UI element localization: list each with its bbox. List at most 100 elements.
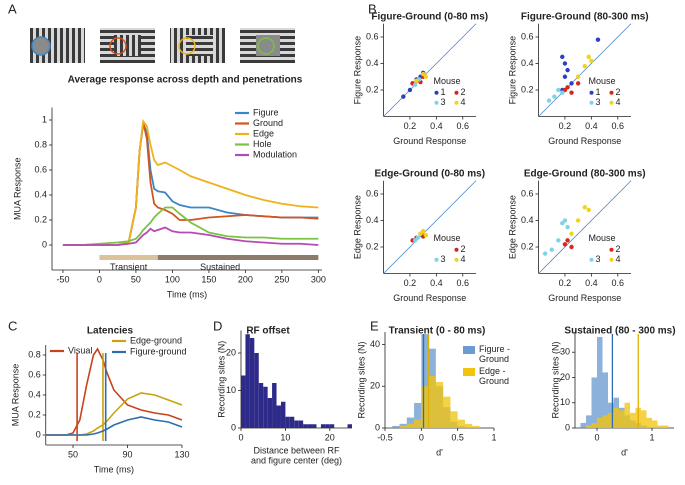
- legend-title: Mouse: [589, 233, 616, 243]
- point: [569, 244, 574, 250]
- histogram-bar: [303, 424, 308, 428]
- y-tick-label: 10: [226, 385, 236, 395]
- legend-line: Figure -: [479, 344, 513, 354]
- point: [546, 98, 552, 103]
- legend-marker: [454, 247, 459, 252]
- histogram-bar: [421, 334, 429, 428]
- point: [565, 224, 570, 230]
- histogram-bar: [602, 415, 608, 428]
- legend-label: 4: [616, 254, 621, 264]
- chart-line: 50 90 130 0 0.2 0.4 0.6 0.8 Latencies Time (ms) MU…: [10, 326, 189, 475]
- histogram-bar: [580, 422, 586, 428]
- point: [414, 78, 419, 83]
- point: [562, 242, 568, 247]
- point: [565, 85, 570, 90]
- series-line: [62, 122, 319, 246]
- legend-marker: [434, 257, 439, 262]
- legend-marker: [434, 90, 439, 95]
- y-tick-label: 1: [42, 114, 47, 124]
- x-tick-label: 50: [131, 274, 141, 284]
- chart-title: Transient (0 - 80 ms): [389, 326, 486, 337]
- histogram-bar: [263, 386, 268, 428]
- identity-line: [538, 180, 632, 274]
- x-tick-label: 0.4: [430, 121, 443, 131]
- histogram-bar: [307, 424, 313, 428]
- y-tick-label: 0: [231, 422, 236, 432]
- y-tick-label: 0: [375, 422, 380, 432]
- legend-label: Modulation: [253, 149, 297, 159]
- x-tick-label: 0.6: [457, 278, 470, 288]
- y-tick-label: 0: [36, 429, 41, 439]
- legend-label: 1: [596, 87, 601, 97]
- histogram-bar: [280, 401, 286, 428]
- y-tick-label: 0.4: [366, 58, 379, 68]
- series-line: [45, 416, 183, 436]
- histogram-bar: [597, 337, 603, 428]
- point: [582, 63, 587, 69]
- histogram-bar: [414, 419, 422, 428]
- rf-circle: [257, 37, 275, 55]
- legend-line: Ground: [479, 376, 509, 386]
- histogram-bar: [428, 375, 436, 428]
- point: [565, 238, 570, 243]
- series-line: [45, 347, 183, 436]
- legend-marker: [454, 100, 459, 105]
- point: [575, 81, 581, 86]
- legend-marker: [589, 100, 594, 105]
- y-tick-label: 0.4: [28, 389, 41, 399]
- histogram-bar: [657, 425, 663, 428]
- histogram-bar: [254, 353, 259, 428]
- x-tick-label: 50: [68, 449, 78, 459]
- point: [420, 228, 426, 234]
- histogram-bar: [472, 425, 480, 428]
- chart-scatter: 0.2 0.4 0.6 0.2 0.4 0.6 Edge-Ground (0-80 ms) G…: [352, 169, 485, 303]
- chart-line: -50 0 50 100 150 200 250 300 0 0.2 0.4 0.6 0.8 1 Avera…: [12, 75, 325, 300]
- histogram-bar: [406, 417, 415, 428]
- y-tick-label: 0.2: [366, 241, 379, 251]
- y-tick-label: 0.4: [521, 58, 534, 68]
- x-tick-label: 0: [419, 432, 424, 442]
- point: [556, 87, 561, 93]
- point: [586, 207, 591, 213]
- histogram-bar: [414, 402, 422, 428]
- y-tick-label: 20: [226, 347, 236, 357]
- x-tick-label: -0.5: [377, 432, 393, 442]
- legend-label: 2: [616, 244, 621, 254]
- point: [415, 235, 421, 240]
- stimuli: [30, 28, 295, 63]
- histogram-bar: [245, 334, 250, 428]
- histogram-bar: [241, 375, 246, 428]
- point: [595, 37, 601, 42]
- x-tick-label: 250: [274, 274, 289, 284]
- point: [562, 218, 568, 223]
- y-axis-label: Recording sites (N): [216, 341, 226, 418]
- legend-title: Mouse: [434, 76, 461, 86]
- legend-label: 3: [441, 97, 446, 107]
- y-tick-label: 20: [560, 372, 570, 382]
- legend-label: Visual: [68, 345, 92, 355]
- legend-marker: [589, 90, 594, 95]
- histogram-bar: [641, 410, 647, 428]
- chart-title: RF offset: [246, 326, 290, 337]
- legend-title: Mouse: [589, 76, 616, 86]
- y-axis-label: Recording sites (N): [356, 341, 366, 418]
- chart-title: Latencies: [87, 326, 134, 337]
- histogram-bar: [646, 417, 652, 428]
- point: [542, 251, 548, 256]
- y-axis-label: MUA Response: [10, 364, 20, 427]
- histogram-bar: [586, 425, 592, 428]
- histogram-bar: [586, 415, 592, 428]
- x-tick-label: 0: [594, 432, 599, 442]
- histogram-bar: [312, 424, 317, 428]
- point: [556, 238, 561, 243]
- panel-label: D: [213, 318, 222, 333]
- series-line: [62, 226, 319, 246]
- y-axis-label: MUA Response: [12, 157, 22, 220]
- legend-label: Figure - Ground: [479, 344, 513, 364]
- y-tick-label: 0.4: [34, 189, 47, 199]
- y-tick-label: 10: [560, 397, 570, 407]
- x-tick-label: 0.6: [612, 278, 625, 288]
- panel-label: E: [370, 318, 379, 333]
- legend-label: 2: [616, 87, 621, 97]
- stimulus-inner: [256, 35, 280, 56]
